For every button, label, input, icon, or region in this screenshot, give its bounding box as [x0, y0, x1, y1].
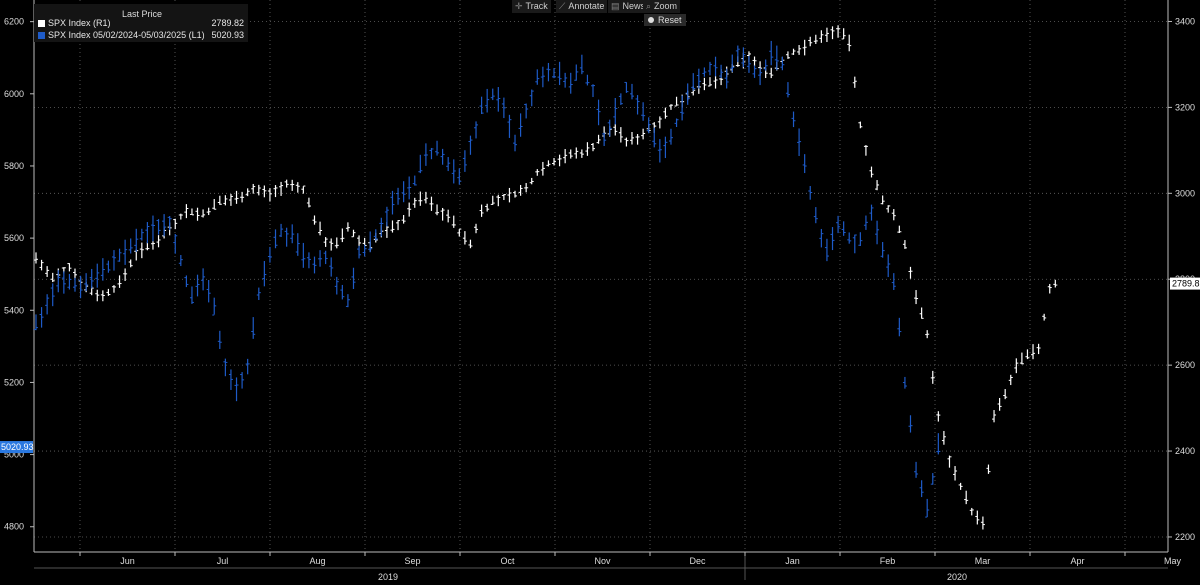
white-swatch-icon — [38, 20, 45, 27]
blue-series-bars — [34, 40, 941, 518]
chart-axes — [30, 0, 1172, 580]
left-last-value-box — [0, 441, 33, 454]
legend-white-value: 2789.82 — [211, 18, 244, 28]
right-last-value-box — [1170, 277, 1200, 290]
month-label: Sep — [404, 556, 420, 566]
right-tick-label: 2200 — [1175, 532, 1195, 542]
month-label: Aug — [309, 556, 325, 566]
left-tick-label: 5200 — [4, 377, 24, 387]
pencil-icon: ⟋ — [559, 1, 566, 11]
month-label: May — [1164, 556, 1182, 566]
month-label: Jan — [785, 556, 800, 566]
crosshair-icon: ✛ — [515, 1, 523, 11]
legend-row-blue[interactable]: SPX Index 05/02/2024-05/03/2025 (L1) 502… — [38, 29, 246, 41]
track-button[interactable]: ✛ Track — [512, 0, 551, 13]
white-series-bars — [34, 25, 1058, 530]
right-tick-label: 2600 — [1175, 360, 1195, 370]
legend-blue-label: SPX Index 05/02/2024-05/03/2025 (L1) — [48, 30, 205, 40]
blue-swatch-icon — [38, 32, 45, 39]
legend-header: Last Price — [122, 9, 163, 19]
legend-box: Last Price SPX Index (R1) 2789.82 SPX In… — [34, 4, 248, 42]
left-tick-label: 6200 — [4, 17, 24, 27]
month-label: Jun — [120, 556, 135, 566]
year-label: 2019 — [378, 572, 398, 582]
legend-row-white[interactable]: SPX Index (R1) 2789.82 — [38, 17, 246, 29]
month-label: Mar — [975, 556, 991, 566]
chart-grid — [34, 0, 1168, 552]
month-label: Dec — [689, 556, 706, 566]
month-label: Feb — [880, 556, 896, 566]
reset-dot-icon — [648, 17, 654, 23]
month-label: Apr — [1070, 556, 1084, 566]
month-label: Oct — [500, 556, 515, 566]
axis-labels: 2200240026002800300032003400480050005200… — [0, 16, 1200, 582]
news-button[interactable]: ▤ News — [608, 0, 649, 13]
right-tick-label: 3000 — [1175, 188, 1195, 198]
month-label: Nov — [594, 556, 611, 566]
left-tick-label: 5400 — [4, 305, 24, 315]
year-label: 2020 — [947, 572, 967, 582]
legend-white-label: SPX Index (R1) — [48, 18, 111, 28]
left-tick-label: 5000 — [4, 450, 24, 460]
month-label: Jul — [217, 556, 229, 566]
magnifier-icon: ⌕ — [646, 1, 652, 11]
right-tick-label: 3200 — [1175, 102, 1195, 112]
legend-blue-value: 5020.93 — [211, 30, 244, 40]
left-last-value-label: 5020.93 — [1, 442, 34, 452]
news-icon: ▤ — [611, 1, 620, 11]
left-tick-label: 5800 — [4, 161, 24, 171]
left-tick-label: 6000 — [4, 89, 24, 99]
right-tick-label: 2400 — [1175, 446, 1195, 456]
left-tick-label: 4800 — [4, 522, 24, 532]
right-last-value-label: 2789.82 — [1172, 279, 1200, 289]
right-tick-label: 3400 — [1175, 16, 1195, 26]
annotate-button[interactable]: ⟋ Annotate — [556, 0, 608, 13]
zoom-button[interactable]: ⌕ Zoom — [643, 0, 681, 13]
reset-button[interactable]: Reset — [644, 14, 686, 26]
left-tick-label: 5600 — [4, 233, 24, 243]
